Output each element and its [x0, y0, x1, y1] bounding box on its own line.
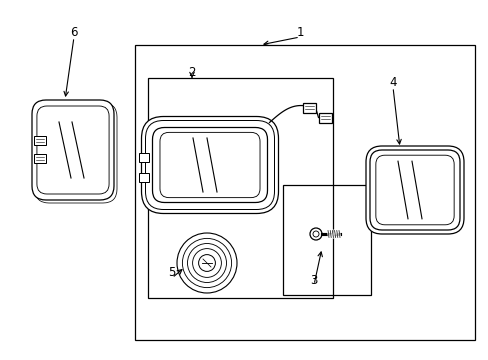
FancyBboxPatch shape	[365, 146, 463, 234]
Circle shape	[182, 238, 231, 288]
Bar	[148, 78, 332, 298]
FancyBboxPatch shape	[35, 103, 117, 203]
Circle shape	[309, 228, 321, 240]
Text: 4: 4	[388, 76, 396, 89]
Circle shape	[312, 231, 318, 237]
Bar	[135, 45, 474, 340]
Bar	[318, 112, 331, 122]
Bar	[34, 154, 46, 163]
Circle shape	[187, 243, 226, 283]
Circle shape	[198, 255, 215, 271]
Text: 2: 2	[188, 66, 195, 78]
FancyBboxPatch shape	[141, 117, 278, 213]
Bar	[302, 103, 315, 112]
Bar	[138, 173, 148, 182]
Text: 6: 6	[70, 26, 78, 39]
FancyBboxPatch shape	[369, 150, 459, 230]
Text: 1: 1	[296, 26, 303, 39]
Bar	[34, 136, 46, 145]
Text: 3: 3	[310, 274, 317, 287]
Text: 5: 5	[168, 266, 175, 279]
FancyBboxPatch shape	[32, 100, 114, 200]
Circle shape	[192, 249, 221, 278]
Bar	[138, 153, 148, 162]
FancyBboxPatch shape	[152, 127, 267, 202]
Bar	[283, 185, 370, 295]
Circle shape	[177, 233, 237, 293]
FancyBboxPatch shape	[145, 121, 274, 210]
